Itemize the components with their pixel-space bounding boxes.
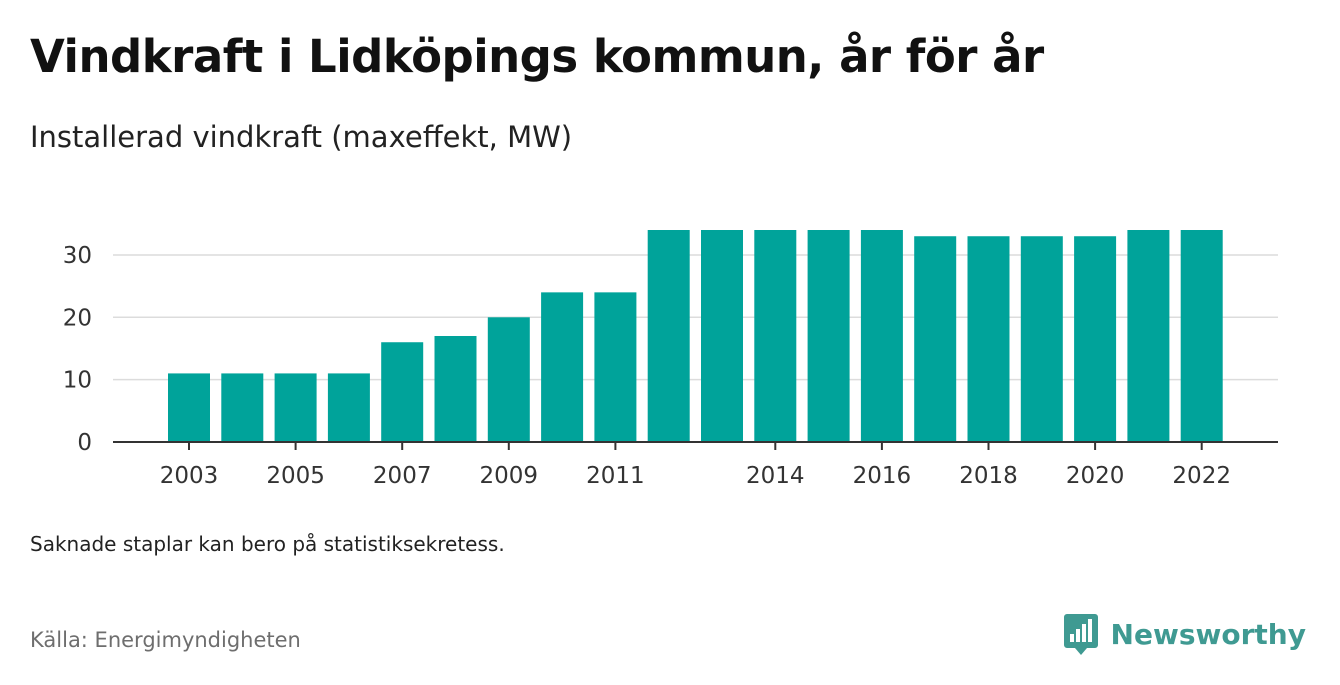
x-tick-label: 2018 — [959, 463, 1018, 489]
bar-2020 — [1074, 236, 1117, 442]
y-tick-label: 10 — [63, 368, 92, 394]
bar-2022 — [1180, 230, 1223, 442]
x-tick-label: 2003 — [160, 463, 219, 489]
bar-2009 — [487, 317, 530, 442]
newsworthy-logo-icon — [1063, 614, 1098, 655]
bar-2005 — [274, 373, 317, 442]
bar-2015 — [807, 230, 850, 442]
bar-2014 — [754, 230, 797, 442]
bar-2016 — [860, 230, 903, 442]
y-tick-label: 20 — [63, 305, 92, 331]
x-tick-label: 2016 — [853, 463, 912, 489]
footnote: Saknade staplar kan bero på statistiksek… — [30, 532, 505, 556]
y-tick-label: 30 — [63, 243, 92, 269]
bar-2018 — [967, 236, 1010, 442]
x-tick-label: 2005 — [266, 463, 325, 489]
bar-chart: 0 10 20 30 2003 2005 2007 2009 2011 2014 2016 2018 2… — [63, 230, 1278, 489]
bar-2019 — [1020, 236, 1063, 442]
x-tick-label: 2014 — [746, 463, 805, 489]
brand-name: Newsworthy — [1110, 617, 1306, 651]
bar-2010 — [541, 292, 584, 442]
bars — [168, 230, 1223, 442]
x-tick-label: 2022 — [1172, 463, 1231, 489]
bar-2013 — [701, 230, 743, 442]
axes: 0 10 20 30 2003 2005 2007 2009 2011 2014 2016 2018 2… — [63, 243, 1278, 489]
chart-subtitle: Installerad vindkraft (maxeffekt, MW) — [30, 120, 573, 154]
bar-2003 — [168, 373, 210, 442]
x-tick-label: 2007 — [373, 463, 432, 489]
bar-2012 — [647, 230, 690, 442]
bar-2011 — [594, 292, 637, 442]
bar-2017 — [914, 236, 957, 442]
source-label: Källa: Energimyndigheten — [30, 628, 301, 652]
bar-2006 — [327, 373, 370, 442]
bar-2021 — [1127, 230, 1170, 442]
bar-2004 — [221, 373, 264, 442]
y-tick-label: 0 — [77, 430, 92, 456]
x-tick-label: 2020 — [1066, 463, 1125, 489]
brand: Newsworthy — [1063, 612, 1306, 656]
bar-2007 — [381, 342, 424, 442]
chart-title: Vindkraft i Lidköpings kommun, år för år — [30, 30, 1044, 83]
x-tick-label: 2011 — [586, 463, 645, 489]
bar-2008 — [434, 336, 477, 442]
x-tick-label: 2009 — [480, 463, 539, 489]
